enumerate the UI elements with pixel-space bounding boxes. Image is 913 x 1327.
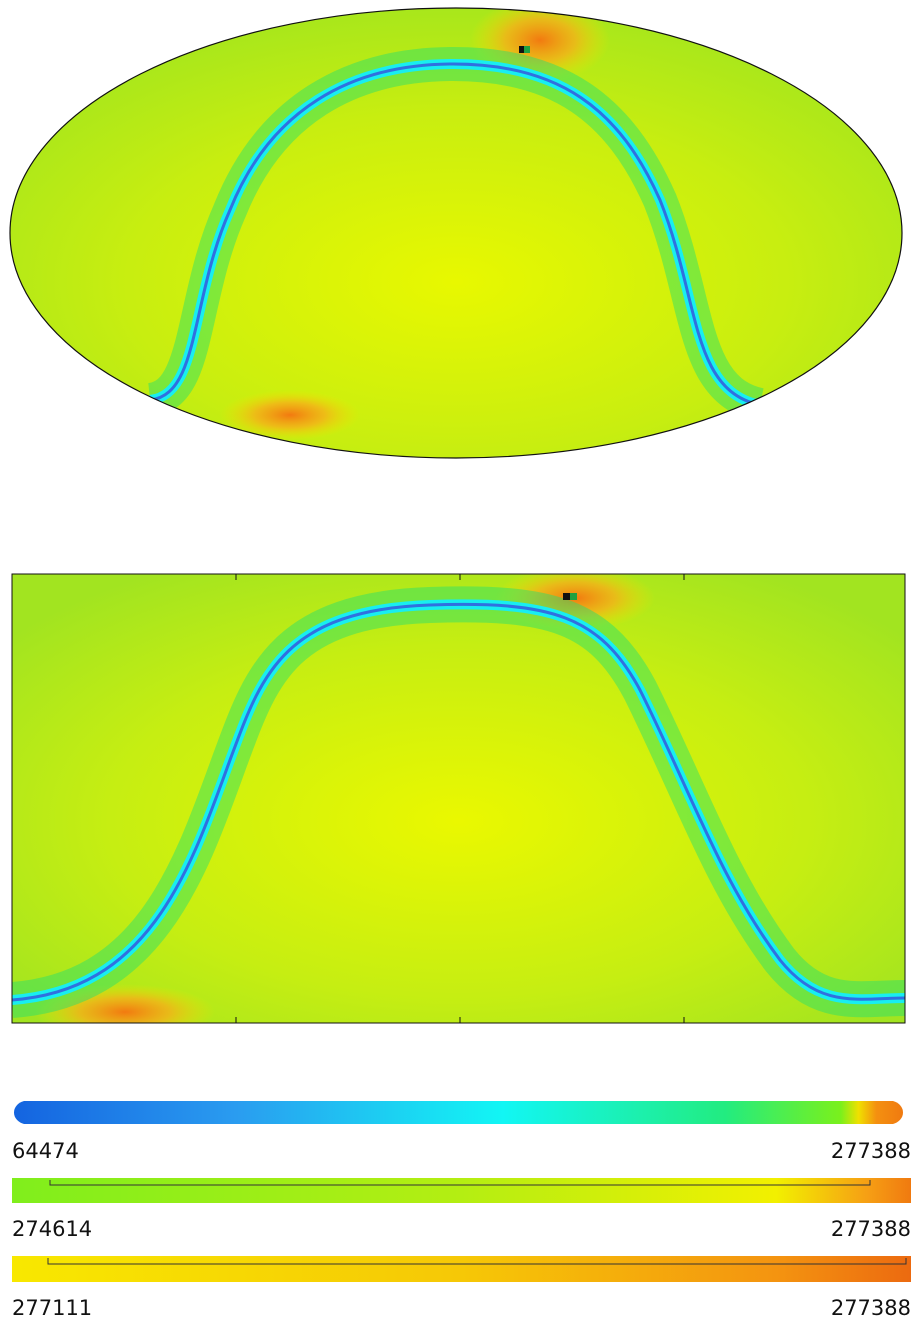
marker — [563, 593, 570, 600]
hotspot — [220, 390, 360, 440]
colorbar-min-label: 274614 — [12, 1217, 92, 1241]
colorbar — [12, 1178, 911, 1203]
page: 64474 277388 274614 277388 277111 277388… — [0, 0, 913, 1327]
colorbar-min-label: 64474 — [12, 1139, 79, 1163]
colorbar-max-label: 277388 — [831, 1217, 911, 1241]
colorbar — [12, 1256, 911, 1282]
marker — [570, 593, 577, 600]
colorbar-min-label: 277111 — [12, 1296, 92, 1320]
figure: 64474 277388 274614 277388 277111 277388 — [0, 0, 913, 1327]
rect-map — [12, 566, 905, 1040]
colorbar — [14, 1101, 903, 1124]
mollweide-map — [0, 0, 913, 470]
colorbar-max-label: 277388 — [831, 1296, 911, 1320]
marker — [524, 46, 530, 53]
colorbar-max-label: 277388 — [831, 1139, 911, 1163]
